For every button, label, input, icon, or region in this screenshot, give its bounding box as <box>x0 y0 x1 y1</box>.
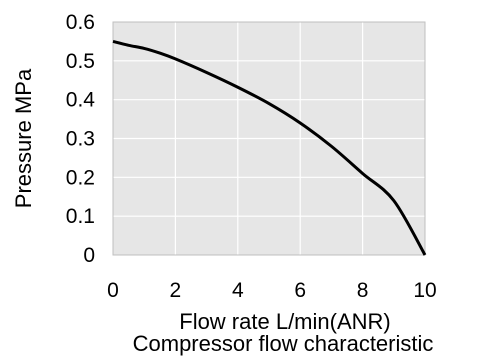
y-tick-label: 0 <box>83 244 95 267</box>
x-tick-label: 0 <box>107 279 119 302</box>
grid-lines-horizontal <box>113 60 425 217</box>
x-tick-label: 4 <box>232 279 244 302</box>
x-tick-label: 8 <box>357 279 369 302</box>
y-tick-label: 0.1 <box>66 205 95 228</box>
y-tick-label: 0.3 <box>66 128 95 151</box>
y-axis-title: Pressure MPa <box>11 68 36 208</box>
x-tick-labels: 0 2 4 6 8 10 <box>107 279 437 302</box>
pressure-flow-curve <box>112 39 427 256</box>
plot-border <box>112 21 426 256</box>
x-tick-label: 2 <box>170 279 182 302</box>
y-tick-label: 0.6 <box>66 11 95 34</box>
y-tick-label: 0.2 <box>66 166 95 189</box>
chart-title: Compressor flow characteristic <box>133 331 434 356</box>
y-tick-label: 0.4 <box>66 89 96 112</box>
x-tick-label: 6 <box>294 279 306 302</box>
x-tick-label: 10 <box>413 279 436 302</box>
y-tick-labels: 0 0.1 0.2 0.3 0.4 0.5 0.6 <box>66 11 96 267</box>
y-tick-label: 0.5 <box>66 50 95 73</box>
x-axis-title: Flow rate L/min(ANR) <box>179 309 390 334</box>
